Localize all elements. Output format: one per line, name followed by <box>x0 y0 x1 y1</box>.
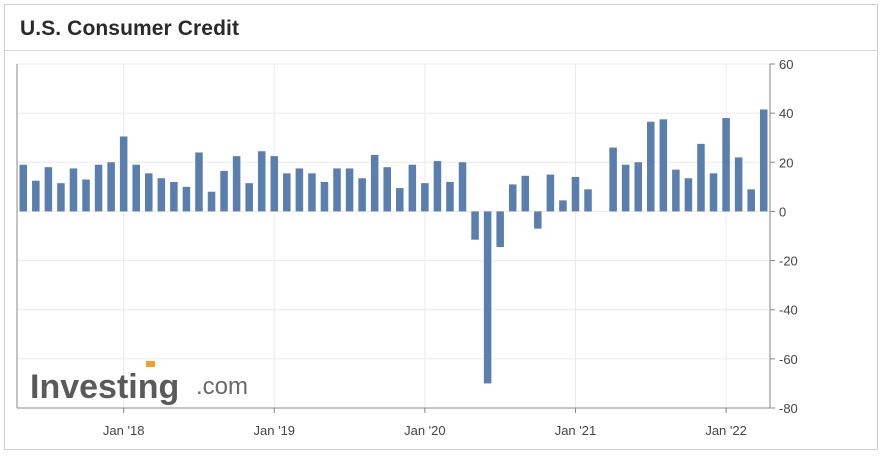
bar <box>521 175 530 212</box>
bar <box>659 119 668 212</box>
bar <box>19 164 28 212</box>
bar <box>170 181 178 212</box>
bar <box>82 179 90 212</box>
bar <box>119 136 128 212</box>
bar <box>396 188 404 212</box>
bar <box>408 164 417 212</box>
bar <box>433 161 442 212</box>
chart-header: U.S. Consumer Credit <box>5 5 877 51</box>
bar <box>69 168 78 212</box>
bar <box>722 118 730 212</box>
bar <box>672 169 680 212</box>
bar <box>283 173 291 212</box>
bar <box>496 211 504 248</box>
bar <box>571 177 580 212</box>
bar <box>483 211 492 384</box>
bar <box>220 170 228 212</box>
axes-group: 60 40 20 0 -20 -40 -60 -80 Jan '18 Jan '19 Jan '20… <box>16 57 798 438</box>
watermark-logo: Investing .com <box>30 361 248 406</box>
logo-text: Investing <box>30 368 179 406</box>
bar <box>709 173 718 212</box>
x-tick-label: Jan '21 <box>555 423 597 438</box>
bar <box>759 109 768 212</box>
bar <box>132 164 140 212</box>
chart-title: U.S. Consumer Credit <box>20 17 240 40</box>
y-tick-label: -80 <box>779 401 798 416</box>
bar <box>747 189 755 212</box>
bar <box>421 183 429 212</box>
x-tick-label: Jan '20 <box>404 423 446 438</box>
bar <box>320 181 329 212</box>
bar <box>207 191 216 212</box>
bar <box>182 186 191 212</box>
bar <box>697 143 705 212</box>
x-tick-label: Jan '19 <box>254 423 296 438</box>
bar <box>508 184 517 212</box>
bar <box>270 156 279 212</box>
bar <box>546 174 555 212</box>
bar <box>295 168 304 212</box>
bar <box>345 168 354 212</box>
bar <box>358 178 366 212</box>
y-tick-label: -60 <box>779 352 798 367</box>
bar <box>370 154 379 212</box>
bar <box>333 168 341 212</box>
y-tick-label: -20 <box>779 254 798 269</box>
y-tick-label: 20 <box>779 155 793 170</box>
bar <box>157 178 166 212</box>
grid-lines <box>17 63 770 409</box>
bar <box>634 162 642 212</box>
bar <box>195 152 203 212</box>
bar <box>734 157 743 212</box>
y-tick-label: 40 <box>779 106 793 121</box>
bar <box>383 167 391 212</box>
bar <box>245 183 253 212</box>
bar <box>446 181 454 212</box>
bar <box>308 173 316 212</box>
bar <box>621 164 630 212</box>
bar <box>609 147 617 212</box>
bar <box>584 189 592 212</box>
bar <box>107 162 115 212</box>
bar <box>534 211 542 229</box>
x-tick-label: Jan '18 <box>103 423 145 438</box>
bar <box>94 164 103 212</box>
bar <box>44 167 53 212</box>
bar <box>145 173 153 212</box>
y-tick-label: -40 <box>779 303 798 318</box>
bar <box>471 211 479 240</box>
bar <box>32 180 40 212</box>
y-tick-label: 60 <box>779 57 793 72</box>
bars-group <box>19 109 768 384</box>
bar <box>559 200 567 212</box>
bar <box>647 121 655 212</box>
bar <box>232 156 241 212</box>
bar <box>684 178 693 212</box>
logo-dot-accent <box>146 361 155 367</box>
bar <box>458 162 467 212</box>
bar <box>57 183 65 212</box>
logo-suffix: .com <box>196 373 248 400</box>
x-tick-label: Jan '22 <box>705 423 747 438</box>
bar <box>257 151 266 212</box>
y-tick-label: 0 <box>779 204 786 219</box>
chart-panel: U.S. Consumer Credit <box>4 4 878 450</box>
